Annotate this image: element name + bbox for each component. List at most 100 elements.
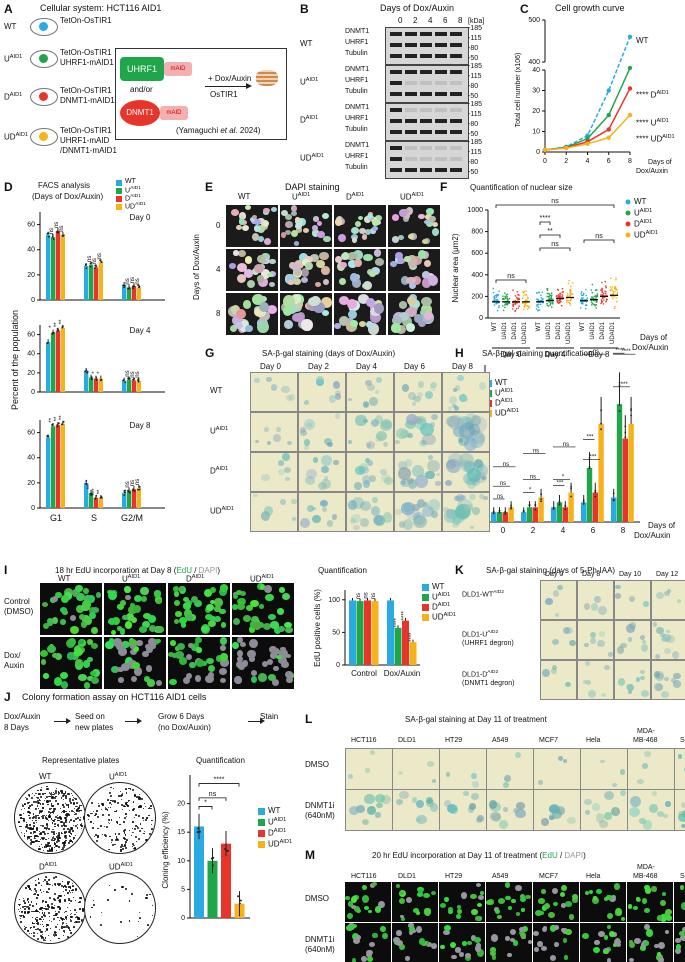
colony-dot [52, 807, 55, 810]
colony-dot [149, 833, 152, 836]
colony-dot [32, 905, 35, 907]
colony-dot [35, 835, 37, 837]
cell-blob [592, 896, 597, 900]
y-tick-label: 30 [532, 88, 540, 95]
cell-icon [30, 50, 58, 68]
colony-dot [93, 899, 95, 901]
cell-blob [251, 669, 258, 676]
cell-blob [479, 891, 485, 895]
legend-swatch [258, 830, 265, 837]
band-mark [420, 81, 432, 85]
colony-dot [39, 810, 42, 813]
colony-dot [36, 919, 39, 922]
nucleus-point [504, 306, 506, 309]
colony-dot [149, 893, 151, 896]
sagal-image [298, 452, 346, 492]
replicate-dot [47, 235, 50, 238]
sagal-image [250, 372, 298, 412]
colony-dot [138, 917, 141, 920]
cell-blob [245, 604, 253, 611]
cell-blob [117, 667, 124, 673]
column-label: HCT116 [351, 737, 377, 744]
mw-marker: -50 [468, 169, 479, 176]
cell-blob [483, 496, 488, 500]
cell-blob [651, 886, 657, 892]
cell-blob [585, 679, 591, 685]
cell-blob [663, 813, 668, 818]
colony-dot [105, 825, 108, 828]
colony-dot [55, 840, 58, 843]
cell-blob [371, 219, 380, 227]
column-label: Day 0 [260, 362, 281, 371]
legend-swatch [258, 808, 265, 815]
colony-dot [131, 788, 135, 792]
cell-blob [351, 236, 358, 243]
cell-blob [533, 930, 540, 937]
colony-dot [65, 831, 68, 833]
mw-marker: -115 [468, 35, 482, 42]
cell-blob [272, 679, 280, 686]
colony-dot [50, 807, 52, 809]
colony-dot [54, 834, 56, 836]
cell-blob [475, 472, 487, 483]
colony-dot [91, 907, 93, 909]
cancer-sagal-image [486, 789, 534, 831]
colony-dot [56, 814, 59, 817]
cell-blob [408, 233, 414, 240]
colony-dot [108, 885, 110, 887]
colony-dot [55, 790, 57, 792]
colony-dot [29, 811, 32, 815]
cell-blob [425, 797, 433, 804]
cell-blob [423, 311, 434, 320]
cell-blob [601, 693, 606, 698]
nucleus-point [495, 298, 497, 301]
dld1-sagal-image [651, 620, 685, 660]
colony-dot [47, 907, 49, 910]
column-label: Day 4 [356, 362, 377, 371]
cell-blob [584, 603, 591, 611]
significance-label: ns [125, 481, 131, 487]
cell-blob [476, 815, 485, 822]
dapi-image [388, 205, 440, 247]
colony-dot [36, 805, 39, 807]
band-mark [405, 157, 417, 161]
legend-swatch [258, 841, 265, 848]
cell-blob [395, 508, 402, 516]
cell-blob [304, 400, 310, 405]
band-mark [390, 130, 402, 134]
cell-blob [91, 607, 100, 614]
x-tick-label: WT [536, 322, 542, 332]
cell-blob [219, 584, 228, 592]
cell-blob [681, 801, 685, 809]
cell-blob [258, 603, 264, 609]
replicate-dot [124, 489, 127, 492]
colony-dot [61, 811, 63, 814]
replicate-dot [56, 329, 59, 332]
sagal-image [394, 492, 442, 532]
significance-label: ** [59, 319, 65, 324]
series-label: **** UDAID1 [636, 134, 675, 144]
cell-blob [678, 930, 685, 936]
colony-dot [68, 902, 71, 905]
colony-dot [107, 818, 110, 821]
cell-blob [294, 216, 300, 222]
y-tick-label: 0 [31, 505, 35, 512]
data-point [606, 127, 611, 132]
cell-blob [497, 898, 505, 905]
nucleus-point [502, 295, 504, 297]
replicate-dot [124, 381, 127, 384]
nucleus-point [525, 302, 527, 305]
colony-dot [25, 887, 27, 889]
colony-dot [116, 802, 119, 805]
cell-blob [554, 612, 560, 617]
cell-blob [321, 265, 330, 275]
cell-blob [444, 480, 452, 487]
replicate-dot [51, 236, 54, 238]
colony-dot [28, 932, 30, 934]
plate-label: WT [39, 772, 52, 781]
panel-d-title-2: (Days of Dox/Auxin) [32, 192, 104, 201]
cell-blob [125, 594, 132, 601]
replicate-dot [51, 423, 53, 426]
colony-dot [132, 844, 134, 846]
workflow-step-label: 8 Days [4, 723, 29, 732]
